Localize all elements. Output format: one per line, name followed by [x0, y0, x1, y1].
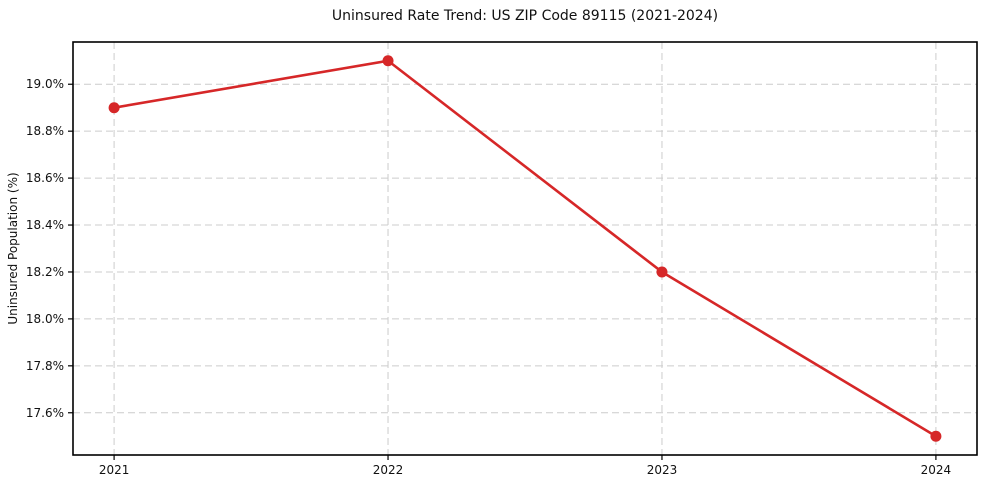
y-tick-label: 18.2%	[26, 265, 64, 279]
data-point-marker	[108, 102, 120, 114]
trend-line	[112, 59, 938, 438]
y-axis-label: Uninsured Population (%)	[6, 172, 20, 324]
x-tick-label: 2024	[921, 463, 952, 477]
y-tick-label: 17.6%	[26, 406, 64, 420]
data-point-marker	[930, 430, 942, 442]
data-point-marker	[382, 55, 394, 67]
plot-border	[72, 41, 978, 456]
plot-area: 17.6% 17.8% 18.0% 18.2% 18.4% 18.6% 18.8% 19.0%…	[26, 41, 978, 477]
y-tick-label: 19.0%	[26, 77, 64, 91]
chart-title: Uninsured Rate Trend: US ZIP Code 89115 …	[332, 8, 718, 24]
x-tick-label: 2022	[373, 463, 404, 477]
y-tick-label: 18.0%	[26, 312, 64, 326]
y-tick-label: 18.6%	[26, 171, 64, 185]
x-tick-label: 2023	[647, 463, 678, 477]
data-point-marker	[656, 266, 668, 278]
y-tick-label: 17.8%	[26, 359, 64, 373]
y-tick-label: 18.8%	[26, 124, 64, 138]
x-tick-label: 2021	[99, 463, 130, 477]
y-tick-label: 18.4%	[26, 218, 64, 232]
